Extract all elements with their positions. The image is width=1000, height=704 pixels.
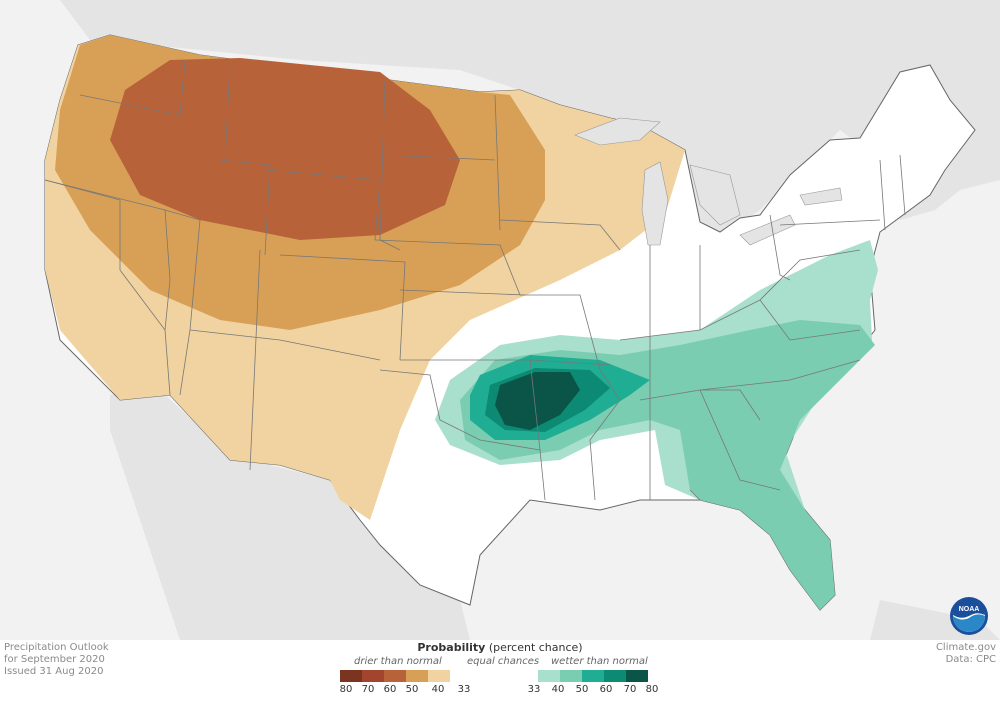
lake-superior bbox=[574, 117, 661, 146]
swatch-wetter-70 bbox=[604, 670, 626, 682]
swatch-drier-40 bbox=[428, 670, 450, 682]
swatch-drier-70 bbox=[362, 670, 384, 682]
outlook-title: Precipitation Outlook bbox=[4, 642, 109, 653]
legend-drier-label: drier than normal bbox=[354, 656, 442, 667]
legend-swatches bbox=[340, 670, 648, 682]
drier-50-60-region bbox=[110, 58, 460, 240]
outlook-info: Precipitation Outlook for September 2020… bbox=[4, 642, 109, 678]
tick-label: 50 bbox=[575, 684, 589, 695]
lake-erie bbox=[739, 214, 796, 246]
tick-label: 60 bbox=[599, 684, 613, 695]
legend-wetter-label: wetter than normal bbox=[551, 656, 648, 667]
tick-label: 40 bbox=[431, 684, 445, 695]
lake-huron bbox=[689, 164, 741, 226]
probability-legend: Probability (percent chance) drier than … bbox=[338, 640, 662, 704]
tick-label: 33 bbox=[527, 684, 541, 695]
source-info: Climate.gov Data: CPC bbox=[936, 642, 996, 666]
footer: Precipitation Outlook for September 2020… bbox=[0, 640, 1000, 704]
tick-label: 50 bbox=[405, 684, 419, 695]
state-borders bbox=[44, 59, 906, 501]
swatch-wetter-80 bbox=[626, 670, 648, 682]
data-source: Data: CPC bbox=[945, 654, 996, 665]
swatch-wetter-60 bbox=[582, 670, 604, 682]
outlook-period: for September 2020 bbox=[4, 654, 105, 665]
swatch-wetter-40 bbox=[538, 670, 560, 682]
probability-shading bbox=[45, 35, 878, 610]
swatch-drier-80 bbox=[340, 670, 362, 682]
wetter-70-80-region bbox=[495, 372, 580, 430]
noaa-logo: NOAA bbox=[950, 597, 988, 635]
tick-label: 80 bbox=[339, 684, 353, 695]
legend-equal-label: equal chances bbox=[467, 656, 540, 667]
tick-label: 70 bbox=[361, 684, 375, 695]
lake-michigan bbox=[641, 161, 669, 246]
swatch-drier-50 bbox=[406, 670, 428, 682]
legend-title-rest: (percent chance) bbox=[485, 641, 583, 654]
legend-title: Probability (percent chance) bbox=[338, 641, 662, 654]
mexico-land bbox=[110, 390, 470, 640]
precipitation-outlook-map: NOAA bbox=[0, 0, 1000, 640]
great-lakes bbox=[574, 117, 843, 246]
swatch-drier-60 bbox=[384, 670, 406, 682]
issued-date: Issued 31 Aug 2020 bbox=[4, 666, 104, 677]
legend-title-bold: Probability bbox=[417, 641, 486, 654]
canada-land bbox=[60, 0, 1000, 235]
swatch-equal bbox=[450, 670, 538, 682]
lake-ontario bbox=[799, 187, 843, 206]
tick-label: 80 bbox=[645, 684, 659, 695]
tick-label: 40 bbox=[551, 684, 565, 695]
swatch-wetter-50 bbox=[560, 670, 582, 682]
svg-text:NOAA: NOAA bbox=[959, 606, 980, 613]
legend-ticks: 80 70 60 50 40 33 33 40 50 60 70 80 bbox=[338, 684, 662, 698]
source-site: Climate.gov bbox=[935, 642, 996, 653]
tick-label: 33 bbox=[457, 684, 471, 695]
tick-label: 70 bbox=[623, 684, 637, 695]
tick-label: 60 bbox=[383, 684, 397, 695]
